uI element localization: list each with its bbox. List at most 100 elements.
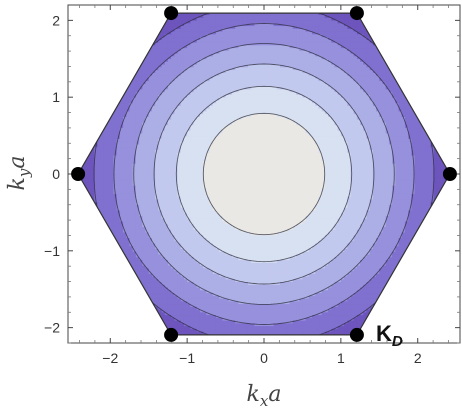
contour-cell <box>87 284 92 288</box>
contour-cell <box>443 306 448 310</box>
contour-cell <box>344 317 348 321</box>
contour-cell <box>199 325 204 329</box>
contour-cell <box>158 333 163 335</box>
contour-cell <box>91 248 95 252</box>
contour-cell <box>449 319 450 324</box>
contour-cell <box>219 325 224 329</box>
contour-cell <box>433 333 438 335</box>
contour-cell <box>228 322 233 327</box>
contour-cell <box>103 306 108 310</box>
contour-cell <box>433 270 438 274</box>
contour-cell <box>401 325 406 329</box>
contour-cell <box>328 308 332 313</box>
contour-cell <box>433 231 438 236</box>
contour-cell <box>100 256 105 261</box>
contour-cell <box>401 289 406 294</box>
contour-cell <box>84 234 89 239</box>
contour-cell <box>392 278 396 283</box>
contour-cell <box>424 278 429 283</box>
contour-cell <box>424 248 429 252</box>
contour-cell <box>436 234 441 239</box>
contour-cell <box>322 336 326 339</box>
contour-cell <box>129 336 133 339</box>
contour-cell <box>244 278 249 283</box>
contour-cell <box>164 267 169 272</box>
contour-cell <box>430 275 435 280</box>
contour-cell <box>443 328 448 332</box>
contour-cell <box>289 325 294 329</box>
contour-cell <box>113 325 118 329</box>
contour-cell <box>238 306 243 310</box>
contour-cell <box>417 289 422 294</box>
contour-cell <box>270 281 275 285</box>
contour-cell <box>340 319 345 324</box>
contour-cell <box>103 270 108 274</box>
contour-cell <box>388 311 393 316</box>
contour-cell <box>270 303 275 307</box>
contour-cell <box>190 317 195 321</box>
contour-cell <box>84 242 89 247</box>
contour-cell <box>267 292 272 296</box>
contour-cell <box>344 322 348 327</box>
contour-cell <box>420 311 425 316</box>
contour-cell <box>91 278 95 283</box>
contour-cell <box>97 267 102 272</box>
contour-cell <box>360 278 364 283</box>
contour-cell <box>209 275 214 280</box>
contour-cell <box>238 319 243 324</box>
contour-cell <box>417 256 422 261</box>
contour-cell <box>110 322 115 327</box>
contour-cell <box>376 267 380 272</box>
contour-cell <box>107 319 111 324</box>
contour-cell <box>244 270 249 274</box>
contour-cell <box>177 270 182 274</box>
contour-cell <box>404 286 409 291</box>
contour-cell <box>81 248 86 252</box>
contour-cell <box>398 328 403 332</box>
contour-cell <box>427 251 432 255</box>
contour-cell <box>366 284 371 288</box>
contour-cell <box>312 284 316 288</box>
contour-cell <box>395 273 400 277</box>
contour-cell <box>334 314 339 318</box>
contour-cell <box>180 317 185 321</box>
contour-cell <box>408 248 413 252</box>
contour-cell <box>264 306 268 310</box>
contour-cell <box>276 322 281 327</box>
contour-cell <box>78 223 83 227</box>
contour-cell <box>417 333 422 335</box>
contour-cell <box>251 328 256 332</box>
contour-cell <box>260 278 265 283</box>
contour-cell <box>107 281 111 285</box>
contour-cell <box>424 234 429 239</box>
contour-cell <box>119 306 124 310</box>
contour-cell <box>372 295 377 299</box>
contour-cell <box>260 303 265 307</box>
contour-cell <box>347 300 352 305</box>
contour-cell <box>129 300 134 305</box>
contour-cell <box>135 270 140 274</box>
contour-cell <box>203 308 208 313</box>
contour-cell <box>356 295 361 299</box>
contour-cell <box>296 295 300 299</box>
contour-cell <box>212 322 217 327</box>
contour-cell <box>433 325 438 329</box>
contour-cell <box>100 281 105 285</box>
contour-cell <box>180 300 185 305</box>
contour-cell <box>139 330 143 335</box>
contour-cell <box>238 286 243 291</box>
contour-cell <box>126 314 131 318</box>
contour-cell <box>430 325 435 329</box>
contour-cell <box>280 303 284 307</box>
contour-cell <box>100 317 105 321</box>
contour-cell <box>324 325 329 329</box>
contour-cell <box>433 284 438 288</box>
contour-cell <box>222 311 227 316</box>
contour-cell <box>308 270 313 274</box>
contour-cell <box>440 231 445 236</box>
contour-cell <box>196 300 201 305</box>
contour-cell <box>376 286 380 291</box>
contour-cell <box>129 278 134 283</box>
contour-cell <box>344 284 348 288</box>
contour-cell <box>257 278 262 283</box>
